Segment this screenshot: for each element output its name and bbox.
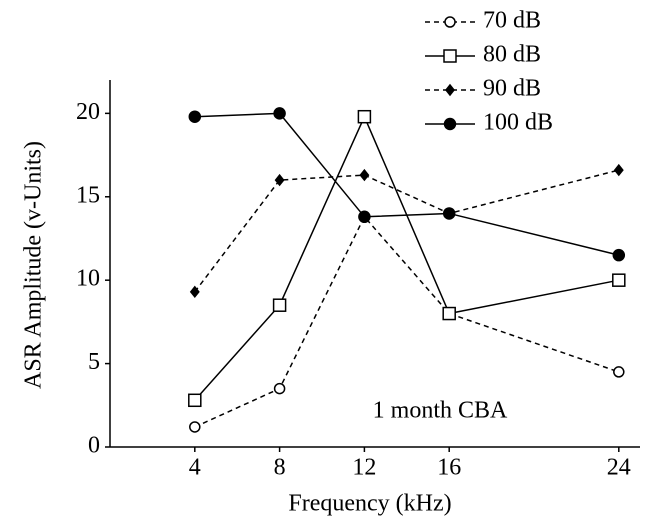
y-tick-label: 10 xyxy=(76,266,100,292)
x-tick-label: 4 xyxy=(189,455,201,481)
legend-marker xyxy=(443,117,457,131)
marker xyxy=(359,168,370,182)
y-tick-label: 15 xyxy=(76,182,100,208)
series-line xyxy=(194,112,619,256)
marker xyxy=(272,298,287,312)
marker xyxy=(188,393,202,408)
series-line xyxy=(194,114,619,401)
marker xyxy=(357,109,372,124)
marker xyxy=(442,207,456,220)
marker xyxy=(189,421,201,433)
x-axis-label: Frequency (kHz) xyxy=(288,491,451,517)
marker xyxy=(442,306,456,321)
x-tick-label: 24 xyxy=(607,455,631,481)
legend-label: 80 dB xyxy=(483,42,541,68)
marker xyxy=(188,110,202,123)
x-tick-label: 16 xyxy=(437,455,461,481)
annotation: 1 month CBA xyxy=(373,398,508,424)
series-line xyxy=(194,169,619,293)
legend-marker xyxy=(444,16,456,28)
marker xyxy=(273,382,286,395)
x-tick-label: 12 xyxy=(352,455,376,481)
marker xyxy=(274,173,285,187)
series-line xyxy=(194,215,620,428)
marker xyxy=(612,248,626,262)
y-tick-label: 20 xyxy=(76,99,100,125)
legend-label: 70 dB xyxy=(483,8,541,34)
marker xyxy=(273,107,286,120)
marker xyxy=(613,163,624,177)
y-tick-label: 0 xyxy=(88,433,100,459)
legend-label: 90 dB xyxy=(483,76,541,102)
marker xyxy=(189,285,200,299)
marker xyxy=(612,273,626,287)
marker xyxy=(358,210,371,224)
x-tick-label: 8 xyxy=(274,455,286,481)
legend-marker xyxy=(445,83,455,97)
y-tick-label: 5 xyxy=(88,349,100,375)
legend-label: 100 dB xyxy=(483,110,553,136)
legend-marker xyxy=(443,49,457,63)
marker xyxy=(613,366,625,378)
y-axis-label: ASR Amplitude (v-Units) xyxy=(21,141,47,389)
